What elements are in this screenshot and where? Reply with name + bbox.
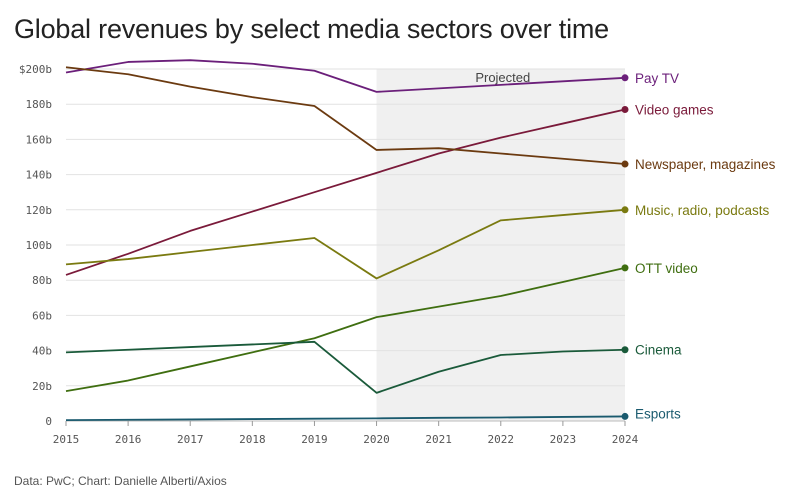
series-line-newspaper-magazines [65, 66, 626, 165]
series-endpoint-esports [621, 412, 629, 420]
series-line-cinema [65, 340, 626, 394]
projected-label: Projected [475, 70, 530, 85]
line-chart: Projected 0 20b 40b 60b 80b 100b 120b 140b 160b 1… [19, 59, 776, 446]
gridlines [66, 68, 625, 422]
series-line-video-games [65, 108, 626, 276]
series-label-pay-tv: Pay TV [635, 71, 679, 86]
series-endpoint-cinema [621, 346, 629, 354]
y-tick-label: 40b [32, 345, 52, 358]
y-tick-label: 80b [32, 274, 52, 287]
y-tick-label: 160b [26, 133, 53, 146]
x-tick-label: 2019 [301, 433, 328, 446]
y-tick-label: 140b [26, 169, 53, 182]
series-lines [65, 59, 629, 422]
series-endpoint-ott-video [621, 264, 629, 272]
x-tick-label: 2021 [425, 433, 452, 446]
y-tick-label: 60b [32, 309, 52, 322]
series-line-esports [65, 415, 626, 422]
x-tick-label: 2020 [363, 433, 390, 446]
series-label-newspaper-magazines: Newspaper, magazines [635, 157, 776, 172]
x-tick-label: 2022 [488, 433, 515, 446]
series-endpoint-music-radio-podcasts [621, 206, 629, 214]
series-label-esports: Esports [635, 406, 681, 421]
x-axis-ticks: 2015 2016 2017 2018 2019 2020 2021 2022 2023 2024 [53, 421, 639, 446]
series-line-pay-tv [65, 59, 626, 93]
y-tick-label: 180b [26, 98, 53, 111]
chart-title: Global revenues by select media sectors … [14, 14, 609, 44]
series-line-ott-video [65, 267, 626, 392]
series-endpoint-video-games [621, 105, 629, 113]
x-tick-label: 2017 [177, 433, 204, 446]
source-note: Data: PwC; Chart: Danielle Alberti/Axios [14, 474, 227, 488]
x-tick-label: 2015 [53, 433, 80, 446]
series-endpoint-newspaper-magazines [621, 160, 629, 168]
x-tick-label: 2024 [612, 433, 639, 446]
y-tick-label: 120b [26, 204, 53, 217]
series-label-ott-video: OTT video [635, 261, 698, 276]
y-tick-label: 100b [26, 239, 53, 252]
x-tick-label: 2018 [239, 433, 266, 446]
series-label-video-games: Video games [635, 102, 714, 117]
y-axis-ticks: 0 20b 40b 60b 80b 100b 120b 140b 160b 180b $200b [19, 63, 52, 428]
y-tick-label: 0 [45, 415, 52, 428]
y-tick-label: $200b [19, 63, 52, 76]
series-line-music-radio-podcasts [65, 208, 626, 280]
x-tick-label: 2016 [115, 433, 142, 446]
series-label-cinema: Cinema [635, 343, 682, 358]
y-tick-label: 20b [32, 380, 52, 393]
series-endpoint-pay-tv [621, 74, 629, 82]
x-tick-label: 2023 [550, 433, 577, 446]
series-label-music-radio-podcasts: Music, radio, podcasts [635, 203, 770, 218]
series-labels: Pay TV Video games Newspaper, magazines Mus… [635, 71, 776, 422]
